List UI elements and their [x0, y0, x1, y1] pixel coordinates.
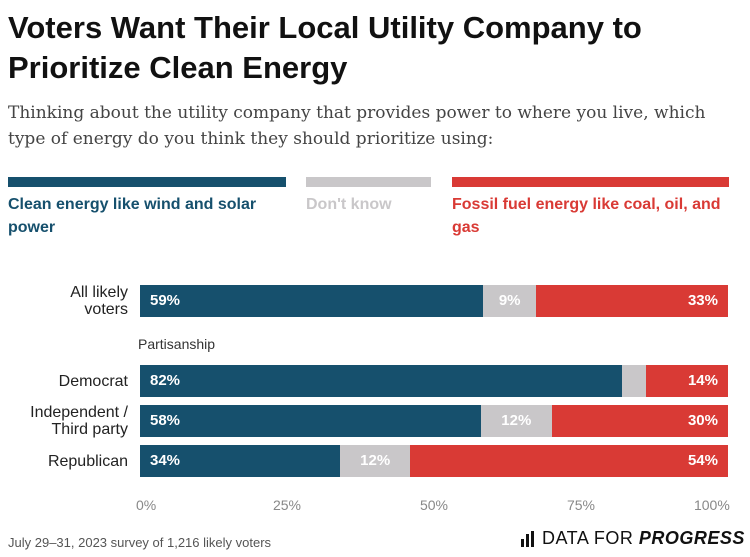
x-tick-label: 25% — [272, 497, 302, 513]
data-label: 14% — [687, 372, 718, 389]
category-label-line: Republican — [47, 452, 128, 470]
data-label: 82% — [150, 372, 181, 389]
x-tick-label: 100% — [693, 497, 730, 513]
brand-logo: DATA FOR PROGRESS — [520, 528, 745, 549]
legend-item: Clean energy like wind and solar power — [8, 177, 286, 239]
bar-segment — [140, 405, 482, 437]
data-label: 12% — [360, 452, 391, 469]
bar-segment — [140, 285, 484, 317]
data-label: 12% — [501, 412, 532, 429]
legend-swatch — [8, 177, 286, 187]
bar-chart-logo-icon — [521, 530, 534, 547]
category-label: Independent / Third party — [30, 404, 128, 438]
bar-segment — [483, 285, 536, 317]
brand-name: DATA FOR PROGRESS — [542, 528, 745, 549]
bar-segment — [535, 285, 728, 317]
group-label: Partisanship — [138, 336, 216, 352]
legend-label: Fossil fuel energy like coal, oil, and g… — [452, 196, 721, 236]
bar-segment — [410, 445, 728, 477]
bar-segment — [140, 445, 340, 477]
brand-name-light: DATA FOR — [542, 528, 634, 548]
category-label: Republican — [48, 453, 128, 470]
category-label: All likely voters — [70, 284, 128, 318]
x-tick-label: 75% — [566, 497, 596, 513]
bar-segment — [339, 445, 411, 477]
bar-segment — [140, 365, 623, 397]
source-note: July 29–31, 2023 survey of 1,216 likely … — [8, 535, 272, 550]
data-label: 34% — [150, 452, 181, 469]
bar-segment — [481, 405, 552, 437]
category-label-line: Third party — [51, 421, 128, 438]
data-label: 30% — [687, 412, 718, 429]
bar-segment — [622, 365, 646, 397]
legend-label: Clean energy like wind and solar power — [8, 196, 257, 236]
x-tick-label: 50% — [419, 497, 449, 513]
category-label-line: voters — [84, 301, 128, 318]
chart-subtitle: Thinking about the utility company that … — [8, 103, 706, 149]
legend-swatch — [306, 177, 431, 187]
data-label: 58% — [150, 412, 181, 429]
category-label: Democrat — [59, 373, 128, 390]
chart-title: Voters Want Their Local Utility Company … — [8, 10, 642, 85]
category-label-line: Democrat — [58, 372, 128, 390]
data-label: 9% — [498, 292, 521, 309]
legend-label: Don't know — [306, 196, 392, 213]
x-tick-label: 0% — [136, 497, 157, 513]
bar-segment — [645, 365, 728, 397]
data-label: 54% — [687, 452, 718, 469]
legend-item: Don't know — [306, 177, 431, 216]
category-label-line: Independent / — [30, 404, 128, 421]
data-label: 33% — [687, 292, 718, 309]
brand-name-strong: PROGRESS — [638, 528, 745, 548]
category-label-line: All likely — [70, 284, 128, 301]
data-label: 59% — [150, 292, 181, 309]
bar-segment — [551, 405, 728, 437]
legend-swatch — [452, 177, 729, 187]
legend-item: Fossil fuel energy like coal, oil, and g… — [452, 177, 729, 239]
